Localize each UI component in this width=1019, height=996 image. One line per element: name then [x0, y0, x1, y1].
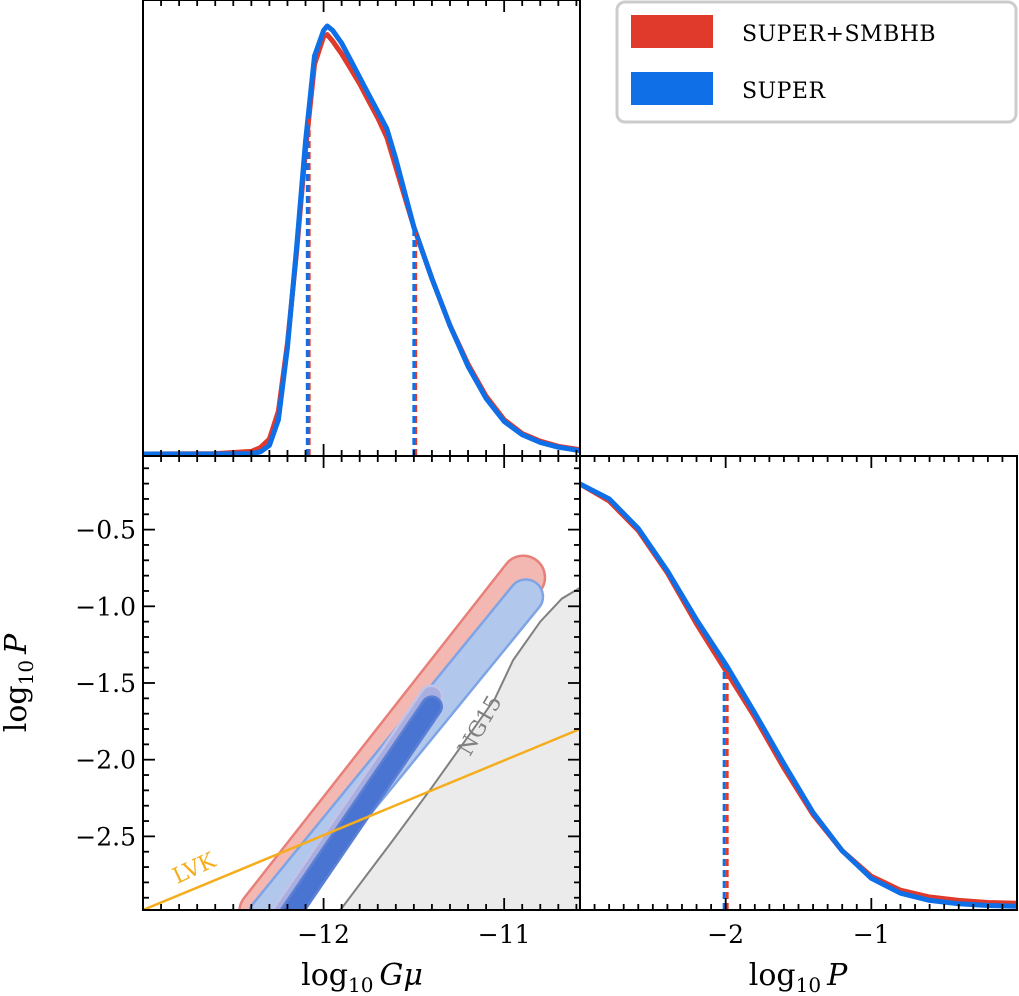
tick-labels: −12 −11 −0.5 −1.0 −1.5 −2.0 −2.5 −2 −1 [75, 516, 889, 949]
legend-label-super-smbhb: SUPER+SMBHB [742, 22, 936, 47]
legend-swatch-super [631, 72, 713, 105]
legend-box [615, 0, 1018, 124]
legend: SUPER+SMBHB SUPER [615, 0, 1018, 124]
y-p-tick-label: −1.0 [75, 592, 136, 621]
marginal-gmu-layer [143, 23, 580, 456]
frame-marginal-p [579, 455, 1018, 911]
panel-marginal-p [580, 456, 1017, 910]
lvk-line [143, 727, 580, 910]
y-p-tick-label: −2.5 [75, 822, 136, 851]
panel-marginal-gmu [143, 0, 580, 456]
y-p-tick-label: −2.0 [75, 746, 136, 775]
x-p-tick-label: −2 [707, 920, 744, 949]
legend-swatch-super-smbhb [631, 15, 713, 48]
marginal-p-layer [580, 481, 1017, 910]
ng15-boundary [339, 587, 580, 910]
contour-super-68 [274, 695, 443, 910]
x-gmu-tick-label: −11 [478, 920, 531, 949]
density-line-gmu-super [143, 23, 580, 456]
x-axis-title-p: log10 P [749, 958, 848, 996]
x-p-tick-label: −1 [853, 920, 890, 949]
x-axis-title-gmu: log10 Gμ [301, 958, 423, 996]
y-p-tick-label: −1.5 [75, 669, 136, 698]
y-p-tick-label: −0.5 [75, 516, 136, 545]
legend-label-super: SUPER [742, 79, 826, 104]
density-line-p-super [580, 481, 1017, 909]
x-gmu-tick-label: −12 [297, 920, 350, 949]
y-axis-title-p: log10P [0, 633, 38, 732]
